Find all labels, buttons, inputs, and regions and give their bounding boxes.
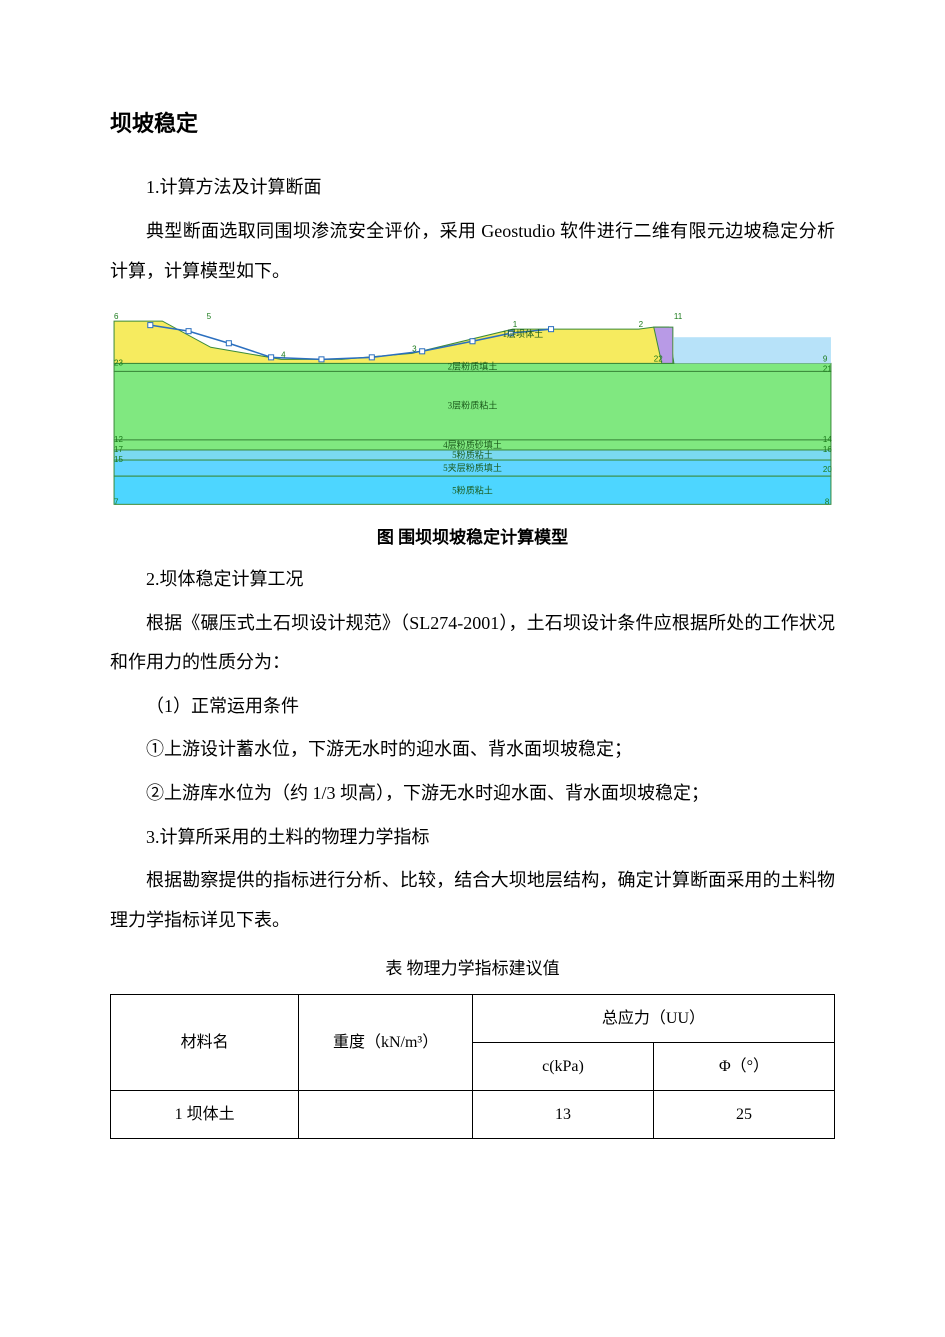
- table-caption: 表 物理力学指标建议值: [110, 950, 835, 987]
- svg-text:2: 2: [639, 320, 644, 329]
- cell-c: 13: [472, 1091, 653, 1139]
- section2-item-a1: ①上游设计蓄水位，下游无水时的迎水面、背水面坝坡稳定；: [110, 730, 835, 770]
- svg-text:21: 21: [823, 365, 832, 374]
- section1-para1: 典型断面选取同围坝渗流安全评价，采用 Geostudio 软件进行二维有限元边坡…: [110, 212, 835, 291]
- section2-item-a: （1）正常运用条件: [110, 687, 835, 727]
- svg-text:22: 22: [654, 355, 663, 364]
- figure-caption: 图 围坝坝坡稳定计算模型: [110, 519, 835, 556]
- svg-text:14: 14: [823, 435, 832, 444]
- cell-density: [299, 1091, 473, 1139]
- svg-text:5: 5: [207, 312, 212, 321]
- svg-text:2层粉质填土: 2层粉质填土: [448, 361, 498, 372]
- th-material: 材料名: [111, 994, 299, 1090]
- th-phi: Φ（°）: [653, 1042, 834, 1090]
- section3-para1: 根据勘察提供的指标进行分析、比较，结合大坝地层结构，确定计算断面采用的土料物理力…: [110, 861, 835, 940]
- svg-text:23: 23: [114, 359, 123, 368]
- th-density: 重度（kN/m³）: [299, 994, 473, 1090]
- svg-text:8: 8: [825, 498, 830, 507]
- section3-heading: 3.计算所采用的土料的物理力学指标: [110, 818, 835, 858]
- svg-text:5粉质粘土: 5粉质粘土: [452, 484, 493, 495]
- svg-text:16: 16: [823, 445, 832, 454]
- svg-text:1层坝体土: 1层坝体土: [502, 328, 543, 339]
- svg-text:1: 1: [513, 320, 518, 329]
- th-group: 总应力（UU）: [472, 994, 834, 1042]
- svg-text:11: 11: [674, 312, 683, 321]
- table-header-row: 材料名 重度（kN/m³） 总应力（UU）: [111, 994, 835, 1042]
- svg-text:9: 9: [823, 355, 828, 364]
- svg-text:6: 6: [114, 312, 119, 321]
- svg-text:12: 12: [114, 435, 123, 444]
- svg-text:7: 7: [114, 498, 119, 507]
- svg-text:17: 17: [114, 445, 123, 454]
- section1-heading: 1.计算方法及计算断面: [110, 168, 835, 208]
- svg-text:5夹层粉质填土: 5夹层粉质填土: [443, 462, 502, 473]
- svg-text:3层粉质粘土: 3层粉质粘土: [448, 400, 498, 411]
- svg-text:15: 15: [114, 455, 123, 464]
- section2-item-a2: ②上游库水位为（约 1/3 坝高），下游无水时迎水面、背水面坝坡稳定；: [110, 774, 835, 814]
- cell-name: 1 坝体土: [111, 1091, 299, 1139]
- section2-para1: 根据《碾压式土石坝设计规范》（SL274-2001），土石坝设计条件应根据所处的…: [110, 604, 835, 683]
- svg-text:4层粉质砂填土: 4层粉质砂填土: [443, 439, 502, 450]
- cell-phi: 25: [653, 1091, 834, 1139]
- svg-text:3: 3: [412, 344, 417, 353]
- section2-heading: 2.坝体稳定计算工况: [110, 560, 835, 600]
- material-table: 材料名 重度（kN/m³） 总应力（UU） c(kPa) Φ（°） 1 坝体土1…: [110, 994, 835, 1140]
- cross-section-diagram: 1层坝体土2层粉质填土3层粉质粘土4层粉质砂填土5粉质粘土5夹层粉质填土5粉质粘…: [110, 307, 835, 508]
- th-c: c(kPa): [472, 1042, 653, 1090]
- svg-text:4: 4: [281, 351, 286, 360]
- table-row: 1 坝体土 1325: [111, 1091, 835, 1139]
- svg-text:20: 20: [823, 465, 832, 474]
- doc-title: 坝坡稳定: [110, 100, 835, 148]
- svg-text:5粉质粘土: 5粉质粘土: [452, 449, 493, 460]
- figure-container: 1层坝体土2层粉质填土3层粉质粘土4层粉质砂填土5粉质粘土5夹层粉质填土5粉质粘…: [110, 307, 835, 508]
